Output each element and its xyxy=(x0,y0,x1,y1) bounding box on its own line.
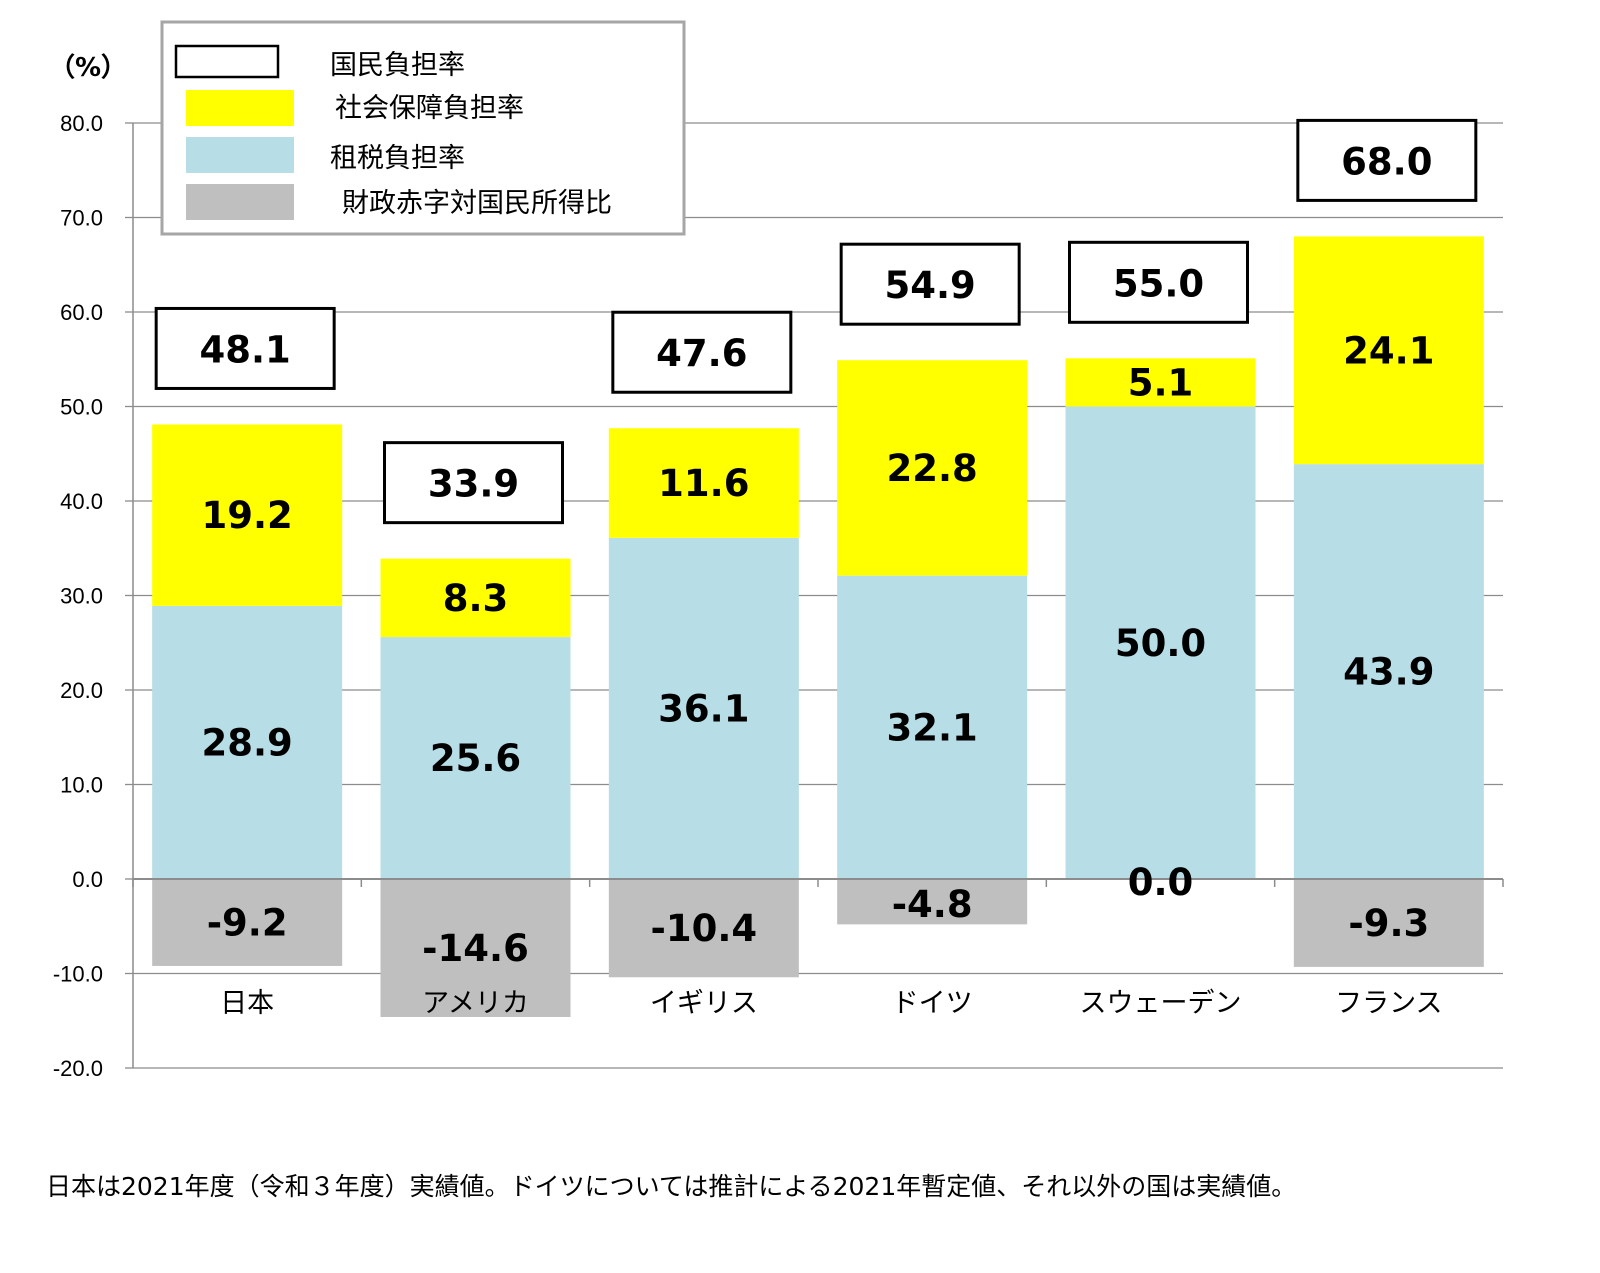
y-tick-label: -10.0 xyxy=(53,962,103,987)
data-label-deficit: 0.0 xyxy=(1128,861,1194,904)
category-label: フランス xyxy=(1335,988,1442,1019)
legend-swatch xyxy=(186,184,294,220)
category-label: ドイツ xyxy=(892,988,973,1019)
total-box xyxy=(383,441,564,525)
total-box xyxy=(1296,118,1478,202)
legend-label: 国民負担率 xyxy=(330,50,465,81)
data-label-social-security: 5.1 xyxy=(1128,361,1194,404)
y-tick-label: 0.0 xyxy=(72,867,103,892)
legend-swatch xyxy=(186,90,294,126)
category-label: スウェーデン xyxy=(1080,988,1242,1019)
total-box xyxy=(154,306,336,390)
legend-label: 財政赤字対国民所得比 xyxy=(342,188,612,219)
data-label-total: 48.1 xyxy=(200,328,291,371)
bar-tax xyxy=(380,637,571,879)
bar-deficit xyxy=(152,879,343,966)
data-label-deficit: -10.4 xyxy=(651,907,758,950)
y-tick-label: 70.0 xyxy=(60,206,103,231)
bar-tax xyxy=(1065,406,1256,879)
bars xyxy=(152,236,1484,1017)
data-label-deficit: -9.3 xyxy=(1348,902,1429,945)
data-label-deficit: -4.8 xyxy=(892,883,973,926)
data-label-social-security: 11.6 xyxy=(658,462,749,505)
data-label-social-security: 8.3 xyxy=(443,577,509,620)
data-label-tax: 32.1 xyxy=(887,706,978,749)
y-tick-label: -20.0 xyxy=(53,1056,103,1081)
data-label-tax: 36.1 xyxy=(658,687,749,730)
y-tick-label: 60.0 xyxy=(60,300,103,325)
category-label: 日本 xyxy=(220,988,274,1019)
total-box xyxy=(839,242,1021,326)
bar-social-security xyxy=(152,424,343,606)
bar-social-security xyxy=(1293,236,1484,465)
total-box xyxy=(611,310,793,394)
y-unit-label: （%） xyxy=(49,53,127,83)
data-label-total: 55.0 xyxy=(1113,262,1204,305)
data-label-social-security: 24.1 xyxy=(1343,329,1434,372)
category-label: アメリカ xyxy=(422,988,529,1019)
footnote: 日本は2021年度（令和３年度）実績値。ドイツについては推計による2021年暫定… xyxy=(46,1172,1297,1201)
data-label-total: 68.0 xyxy=(1341,140,1432,183)
bar-social-security xyxy=(837,360,1028,576)
data-label-social-security: 22.8 xyxy=(887,447,978,490)
data-label-tax: 28.9 xyxy=(202,721,293,764)
y-tick-label: 10.0 xyxy=(60,773,103,798)
legend-swatch xyxy=(186,137,294,173)
bar-tax xyxy=(152,605,343,879)
y-tick-label: 30.0 xyxy=(60,584,103,609)
bar-tax xyxy=(837,575,1028,879)
bar-tax xyxy=(1293,464,1484,879)
category-label: イギリス xyxy=(650,988,758,1019)
y-tick-label: 20.0 xyxy=(60,678,103,703)
data-label-total: 33.9 xyxy=(428,463,519,506)
y-tick-label: 50.0 xyxy=(60,395,103,420)
bar-tax xyxy=(608,537,799,879)
bar-social-security xyxy=(608,428,799,538)
data-label-total: 54.9 xyxy=(885,264,976,307)
data-label-tax: 50.0 xyxy=(1115,622,1206,665)
data-label-tax: 25.6 xyxy=(430,737,521,780)
bar-deficit xyxy=(1293,879,1484,967)
y-tick-label: 80.0 xyxy=(60,111,103,136)
total-box xyxy=(1068,240,1249,324)
data-label-total: 47.6 xyxy=(656,332,747,375)
bar-social-security xyxy=(1065,358,1256,407)
labels: 28.9 19.2 -9.2 48.1 日本 25.6 8.3 -14.6 33.9 アメリカ 36… xyxy=(154,118,1478,1019)
bar-social-security xyxy=(380,558,571,638)
data-label-social-security: 19.2 xyxy=(202,494,293,537)
data-label-deficit: -14.6 xyxy=(422,927,529,970)
axes: 80.0 70.0 60.0 50.0 40.0 30.0 20.0 10.0 0.0 -10.0… xyxy=(49,53,1504,1081)
bar-deficit xyxy=(837,879,1028,925)
bar-deficit xyxy=(380,879,571,1017)
bar-deficit xyxy=(608,879,799,978)
legend-label: 租税負担率 xyxy=(330,143,465,174)
legend-swatch-total xyxy=(174,44,280,79)
data-label-tax: 43.9 xyxy=(1343,651,1434,694)
legend-label: 社会保障負担率 xyxy=(335,93,524,124)
y-tick-label: 40.0 xyxy=(60,489,103,514)
data-label-deficit: -9.2 xyxy=(207,901,288,944)
